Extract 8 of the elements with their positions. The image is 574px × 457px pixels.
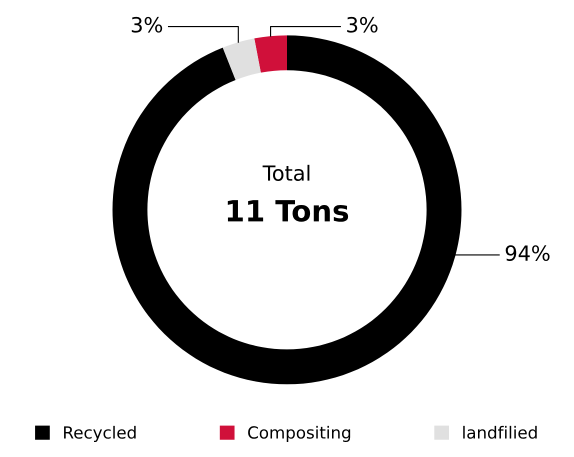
legend-label: landfilied bbox=[463, 426, 537, 439]
legend-label: Recycled bbox=[64, 426, 136, 442]
data-label: 3% bbox=[132, 16, 162, 33]
text: 11 Tons bbox=[228, 200, 348, 222]
data-label: 3% bbox=[347, 16, 378, 33]
data-label: 94% bbox=[506, 245, 550, 262]
text: Total bbox=[262, 164, 310, 181]
legend-label: Compositing bbox=[248, 426, 350, 442]
